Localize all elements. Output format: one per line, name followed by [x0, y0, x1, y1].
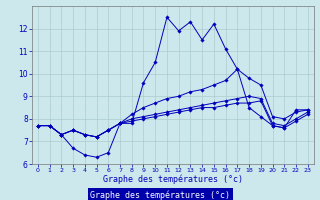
Text: Graphe des températures (°c): Graphe des températures (°c): [90, 190, 230, 200]
X-axis label: Graphe des températures (°c): Graphe des températures (°c): [103, 175, 243, 184]
